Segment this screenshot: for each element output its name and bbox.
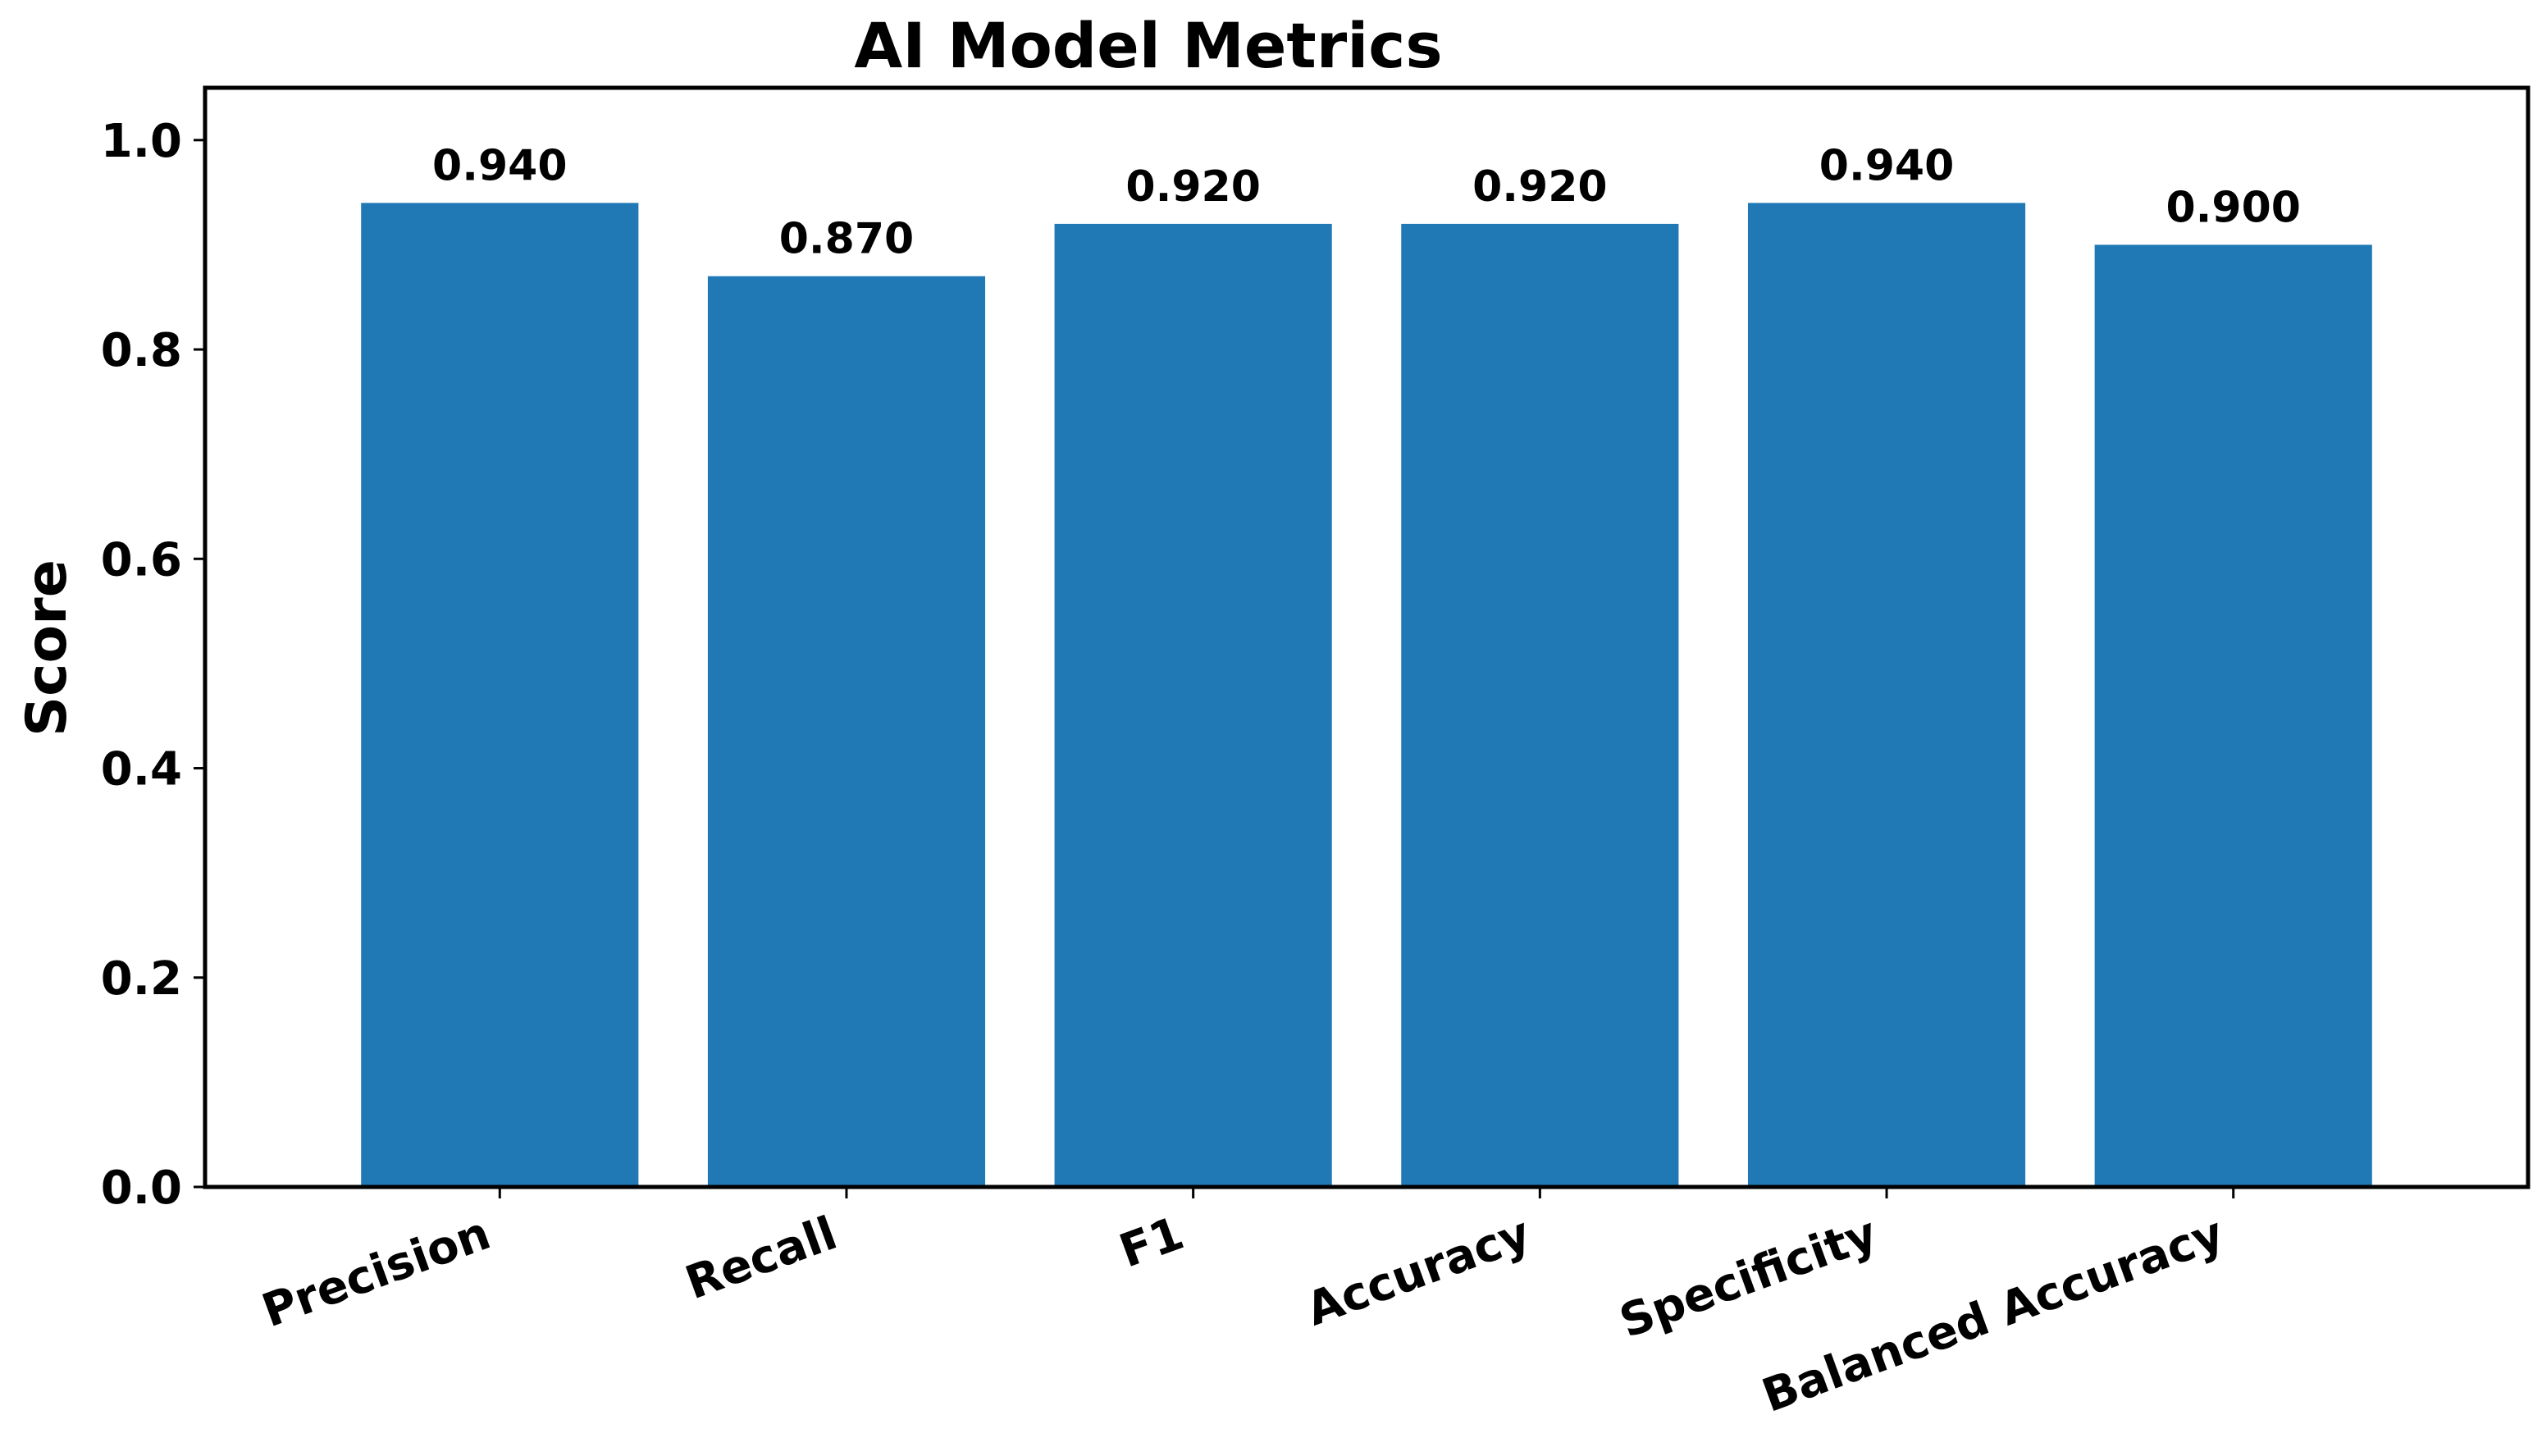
- value-label: 0.920: [1472, 162, 1607, 212]
- x-tick-label: F1: [1113, 1207, 1191, 1278]
- y-tick-label: 0.0: [101, 1162, 182, 1215]
- value-label: 0.920: [1125, 162, 1260, 212]
- x-tick-label: Precision: [255, 1207, 497, 1338]
- y-tick-label: 0.6: [101, 533, 182, 587]
- value-label: 0.940: [432, 141, 567, 190]
- bar-accuracy: [1401, 223, 1679, 1187]
- bar-balanced-accuracy: [2094, 244, 2372, 1187]
- x-tick-label: Recall: [679, 1207, 844, 1310]
- y-tick-label: 0.2: [101, 952, 182, 1006]
- value-labels: 0.940 0.870 0.920 0.920 0.940 0.900: [432, 141, 2301, 263]
- value-label: 0.870: [779, 215, 914, 264]
- bar-recall: [707, 276, 986, 1187]
- y-axis-label: Score: [15, 559, 80, 737]
- y-tick-label: 1.0: [101, 115, 182, 168]
- bars: [361, 203, 2372, 1187]
- value-label: 0.940: [1819, 141, 1954, 190]
- chart-title: AI Model Metrics: [854, 9, 1442, 82]
- x-tick-labels: Precision Recall F1 Accuracy SpecificityBala…: [255, 1207, 2230, 1423]
- x-tick-label: Accuracy: [1299, 1207, 1537, 1336]
- x-tick-label: Specificity: [1613, 1207, 1883, 1349]
- y-tick-label: 0.8: [101, 324, 182, 377]
- bar-precision: [361, 203, 639, 1187]
- plot-frame: [203, 85, 2531, 1189]
- y-tick-label: 0.4: [101, 743, 182, 796]
- bar-f1: [1054, 223, 1332, 1187]
- bar-specificity: [1747, 203, 2026, 1187]
- value-label: 0.900: [2165, 183, 2300, 232]
- axis-ticks: 0.0 0.2 0.4 0.6 0.8 1.0: [101, 115, 2235, 1215]
